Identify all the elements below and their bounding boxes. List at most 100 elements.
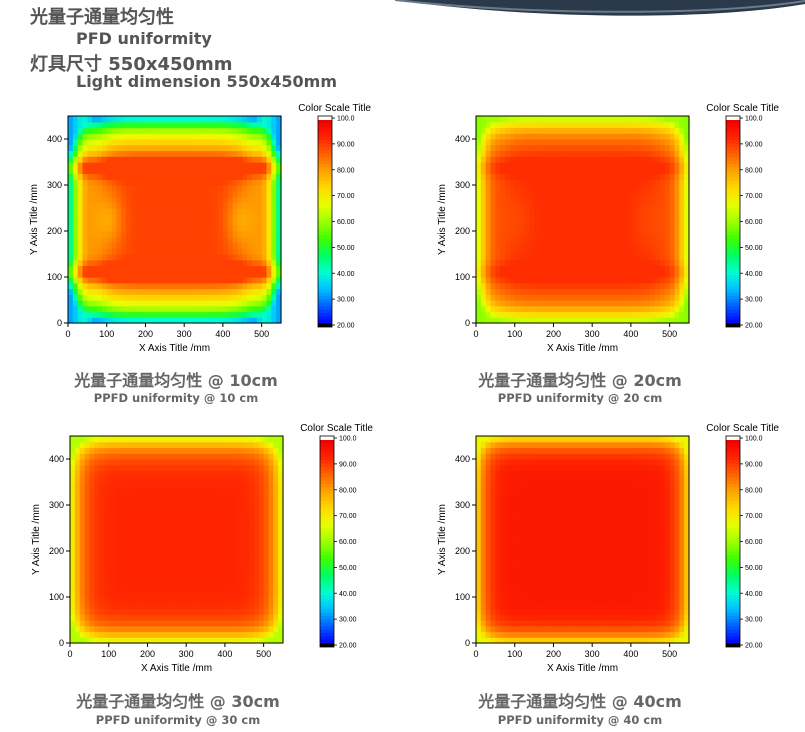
heatmap-cell (266, 185, 272, 192)
heatmap-cell (132, 568, 139, 575)
heatmap-cell (485, 311, 492, 318)
heatmap-cell (635, 265, 642, 272)
heatmap-cell (229, 459, 236, 466)
heatmap-cell (77, 167, 84, 175)
heatmap-cell (84, 505, 90, 512)
heatmap-cell (195, 631, 202, 638)
heatmap-cell (89, 545, 95, 552)
heatmap-cell (234, 528, 241, 535)
heatmap-cell (679, 144, 685, 152)
heatmap-cell (135, 288, 142, 295)
heatmap-cell (186, 459, 192, 466)
heatmap-cell (611, 127, 617, 134)
heatmap-cell (597, 231, 603, 238)
heatmap-cell (113, 562, 120, 569)
heatmap-cell (232, 162, 239, 169)
heatmap-cell (155, 248, 161, 255)
heatmap-cell (251, 300, 258, 307)
heatmap-cell (68, 133, 74, 140)
heatmap-cell (519, 305, 526, 313)
heatmap-cell (611, 305, 617, 313)
heatmap-cell (137, 631, 144, 638)
heatmap-cell (244, 562, 250, 569)
heatmap-cell (253, 487, 260, 495)
heatmap-cell (611, 196, 617, 203)
heatmap-cell (179, 265, 185, 272)
heatmap-cell (630, 254, 637, 261)
heatmap-cell (587, 254, 593, 261)
heatmap-cell (130, 144, 137, 152)
heatmap-cell (635, 300, 642, 307)
heatmap-cell (103, 533, 110, 541)
heatmap-cell (116, 133, 122, 140)
heatmap-cell (68, 242, 74, 249)
heatmap-cell (113, 551, 120, 558)
heatmap-cell (684, 231, 690, 238)
heatmap-cell (140, 277, 147, 284)
heatmap-cell (169, 219, 176, 226)
heatmap-cell (132, 591, 139, 598)
heatmap-cell (227, 305, 234, 313)
heatmap-cell (186, 608, 192, 615)
heatmap-cell (89, 436, 95, 443)
heatmap-cell (215, 568, 221, 575)
heatmap-cell (118, 516, 124, 523)
heatmap-cell (534, 202, 540, 209)
heatmap-cell (174, 259, 180, 267)
heatmap-cell (140, 179, 147, 186)
heatmap-cell (538, 179, 545, 186)
heatmap-cell (200, 516, 207, 523)
heatmap-cell (253, 459, 260, 466)
heatmap-cell (587, 282, 593, 290)
heatmap-cell (215, 602, 221, 610)
heatmap-cell (577, 127, 584, 134)
heatmap-cell (137, 556, 144, 564)
heatmap-cell (184, 190, 190, 198)
heatmap-cell (220, 476, 226, 483)
heatmap-cell (179, 213, 185, 221)
heatmap-cell (645, 219, 651, 226)
heatmap-cell (116, 254, 122, 261)
heatmap-cell (176, 545, 182, 552)
heatmap-cell (92, 294, 98, 301)
heatmap-cell (621, 167, 627, 175)
heatmap-cell (655, 248, 661, 255)
heatmap-cell (679, 300, 685, 307)
heatmap-cell (548, 311, 555, 318)
colorbar-segment (726, 268, 740, 273)
heatmap-cell (229, 545, 236, 552)
heatmap-cell (242, 254, 248, 261)
heatmap-cell (524, 265, 530, 272)
heatmap-cell (89, 608, 95, 615)
heatmap-cell (621, 121, 627, 129)
heatmap-cell (572, 294, 579, 301)
heatmap-cell (485, 185, 492, 192)
heatmap-cell (650, 317, 656, 324)
heatmap-cell (79, 499, 86, 506)
heatmap-cell (157, 556, 163, 564)
heatmap-cell (77, 305, 84, 313)
heatmap-cell (130, 150, 137, 157)
heatmap-cell (261, 288, 268, 295)
heatmap-cell (118, 562, 124, 569)
heatmap-cell (70, 522, 76, 529)
heatmap-cell (171, 441, 178, 449)
y-tick-label: 300 (47, 180, 62, 190)
heatmap-cell (184, 282, 190, 290)
heatmap-cell (253, 482, 260, 489)
heatmap-cell (266, 242, 272, 249)
heatmap-cell (249, 470, 255, 477)
heatmap-cell (166, 464, 173, 472)
heatmap-cell (606, 133, 613, 140)
heatmap-cell (135, 236, 142, 244)
colorbar-tick-label: 40.00 (745, 271, 763, 278)
heatmap-cell (220, 562, 226, 569)
heatmap-cell (121, 231, 127, 238)
heatmap-cell (191, 631, 197, 638)
heatmap-cell (181, 533, 187, 541)
heatmap-cell (174, 248, 180, 255)
heatmap-cell (210, 470, 216, 477)
heatmap-cell (635, 133, 642, 140)
heatmap-cell (247, 305, 253, 313)
heatmap-cell (150, 271, 156, 278)
